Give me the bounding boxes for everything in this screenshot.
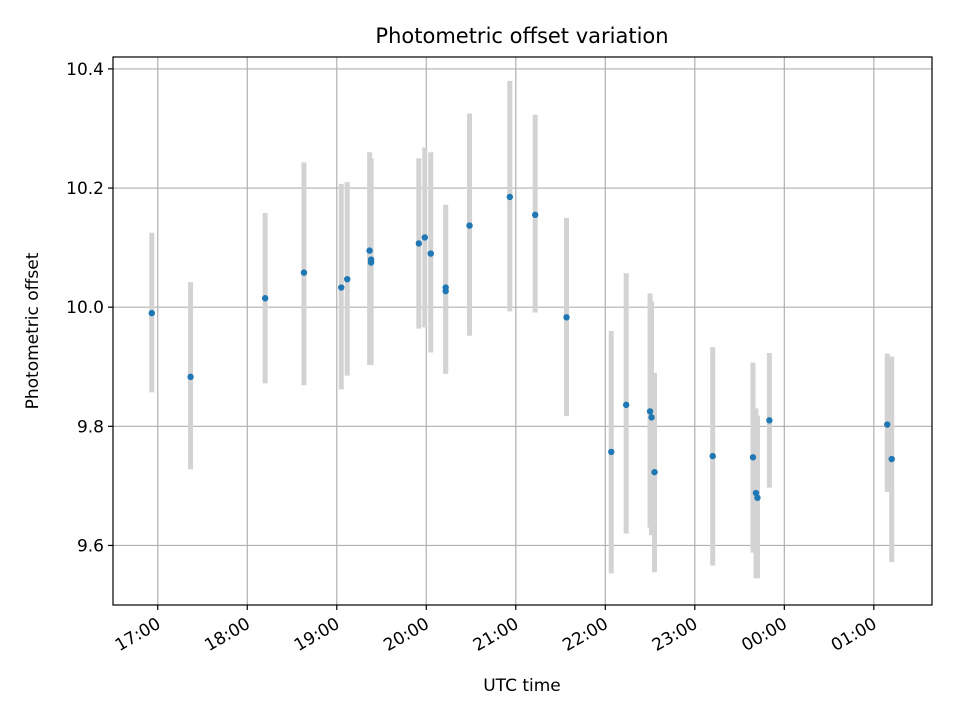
data-point: [338, 284, 345, 291]
data-point: [884, 421, 891, 428]
y-tick-label: 10.4: [66, 60, 104, 80]
data-point: [709, 452, 716, 460]
data-point: [622, 401, 630, 409]
data-point: [415, 240, 423, 247]
data-point: [300, 269, 308, 276]
x-tick-label: 22:00: [559, 614, 611, 656]
plot-frame: [112, 56, 933, 606]
x-tick-label: 21:00: [470, 614, 522, 656]
data-point: [766, 417, 773, 424]
data-point: [608, 448, 615, 456]
grid-lines: [113, 57, 932, 605]
data-point: [421, 234, 428, 241]
data-point: [888, 455, 895, 463]
data-point: [367, 259, 375, 266]
data-point: [648, 414, 655, 421]
y-tick-label: 10.0: [66, 298, 104, 318]
x-tick-label: 20:00: [380, 614, 432, 656]
x-tick-label: 23:00: [649, 614, 701, 656]
data-point: [749, 454, 757, 461]
y-tick-label: 9.6: [77, 536, 104, 556]
data-point: [366, 247, 373, 254]
data-point: [427, 250, 434, 257]
data-points: [148, 193, 895, 501]
x-tick-label: 01:00: [828, 614, 880, 656]
x-tick-label: 00:00: [738, 614, 790, 656]
data-point: [563, 314, 570, 321]
y-tick-label: 10.2: [66, 179, 104, 199]
data-point: [506, 193, 514, 201]
data-point: [754, 494, 761, 501]
x-tick-label: 18:00: [201, 614, 253, 656]
x-tick-label: 19:00: [291, 614, 343, 656]
y-axis-label: Photometric offset: [23, 252, 43, 409]
data-point: [442, 287, 449, 295]
error-bars: [149, 80, 895, 579]
data-point: [531, 211, 539, 219]
data-point: [187, 373, 194, 381]
x-axis-label: UTC time: [483, 676, 561, 696]
x-tick-label: 17:00: [112, 614, 164, 656]
data-point: [261, 295, 269, 302]
data-point: [344, 275, 351, 283]
data-point: [651, 468, 658, 476]
y-tick-label: 9.8: [77, 417, 104, 437]
data-point: [148, 309, 155, 317]
chart-title: Photometric offset variation: [375, 24, 668, 48]
x-axis-ticks: 17:00 18:00 19:00 20:00 21:00 22:00 23:00 00:00…: [112, 605, 880, 656]
data-point: [646, 408, 654, 415]
y-axis-ticks: 9.6 9.8 10.0 10.2 10.4: [66, 60, 113, 556]
data-point: [466, 222, 473, 229]
